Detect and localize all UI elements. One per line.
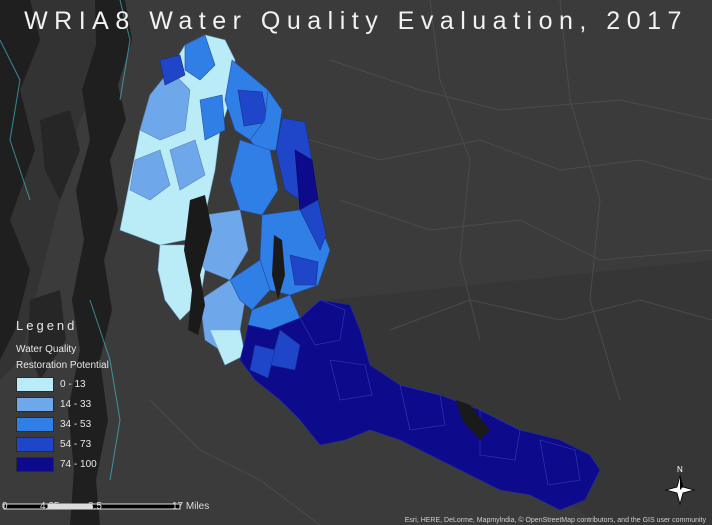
legend-classes: 0 - 13 14 - 33 34 - 53 54 - 73 74 - 100	[16, 375, 109, 474]
legend-class-label: 14 - 33	[60, 399, 92, 410]
legend-swatch	[16, 457, 54, 472]
legend-swatch	[16, 397, 54, 412]
legend-class-label: 34 - 53	[60, 419, 92, 430]
north-arrow: N	[664, 465, 696, 506]
svg-text:N: N	[677, 465, 683, 474]
scale-tick-2: 8.5	[88, 501, 102, 512]
legend-swatch	[16, 417, 54, 432]
scale-bar	[3, 503, 181, 510]
legend-class-row: 0 - 13	[16, 375, 109, 394]
roads	[149, 0, 712, 525]
lake-washington	[184, 195, 212, 335]
puget-sound-main	[68, 0, 132, 525]
scale-tick-0: 0	[2, 501, 8, 512]
legend-swatch	[16, 377, 54, 392]
legend: Legend Water Quality Restoration Potenti…	[16, 318, 109, 474]
legend-class-label: 0 - 13	[60, 379, 86, 390]
legend-class-row: 74 - 100	[16, 455, 109, 474]
legend-swatch	[16, 437, 54, 452]
island-south	[28, 290, 66, 380]
legend-class-row: 34 - 53	[16, 415, 109, 434]
legend-subtitle-1: Water Quality	[16, 344, 77, 355]
legend-title: Legend	[16, 318, 78, 333]
scale-tick-3: 17 Miles	[172, 501, 210, 512]
attribution: Esri, HERE, DeLorme, Mapmylndia, © OpenS…	[404, 517, 706, 524]
chester-morse-lake	[456, 400, 490, 440]
island	[40, 110, 80, 200]
map-title: WRIA8 Water Quality Evaluation, 2017	[24, 7, 688, 35]
scale-tick-1: 4.25	[40, 501, 60, 512]
legend-class-label: 74 - 100	[60, 459, 97, 470]
legend-class-row: 14 - 33	[16, 395, 109, 414]
legend-subtitle-2: Restoration Potential	[16, 360, 109, 371]
rivers	[0, 0, 131, 481]
legend-class-label: 54 - 73	[60, 439, 92, 450]
legend-class-row: 54 - 73	[16, 435, 109, 454]
lake-sammamish	[272, 235, 285, 300]
puget-sound-west	[0, 0, 40, 360]
east-county	[330, 260, 712, 525]
